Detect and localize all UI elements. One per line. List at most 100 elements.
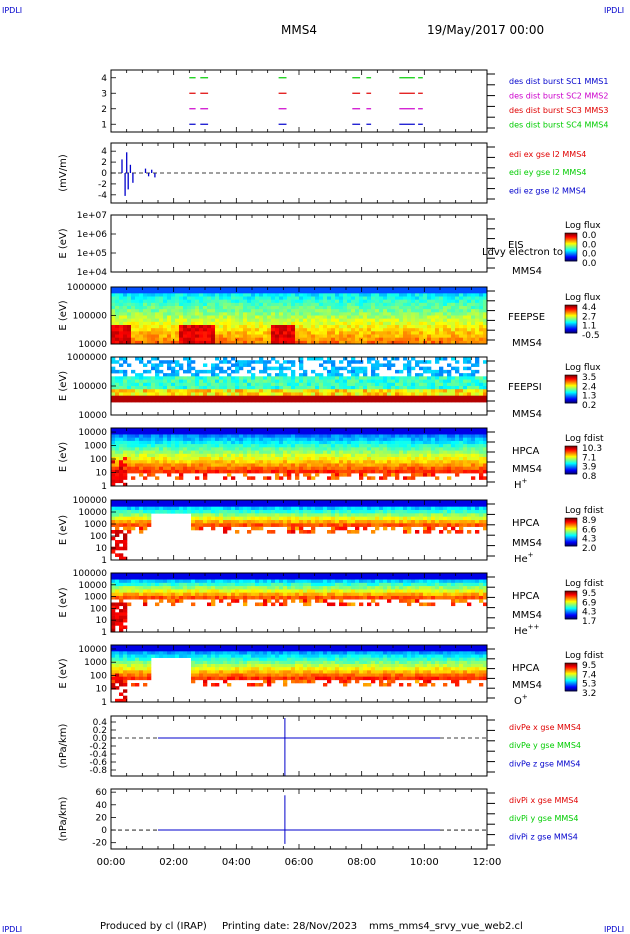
- heatmap-cell: [379, 315, 384, 319]
- heatmap-cell: [375, 315, 380, 319]
- heatmap-cell: [203, 453, 208, 458]
- heatmap-cell: [267, 392, 272, 396]
- heatmap-cell: [255, 453, 260, 458]
- heatmap-cell: [335, 460, 340, 464]
- heatmap-cell: [179, 510, 184, 514]
- heatmap-cell: [275, 463, 280, 467]
- heatmap-cell: [203, 325, 208, 329]
- heatmap-cell: [151, 328, 156, 332]
- heatmap-cell: [143, 290, 148, 294]
- heatmap-cell: [131, 469, 136, 474]
- heatmap-cell: [175, 437, 180, 442]
- heatmap-cell: [447, 395, 452, 400]
- heatmap-cell: [235, 463, 240, 467]
- heatmap-cell: [439, 469, 444, 474]
- heatmap-cell: [287, 447, 292, 451]
- heatmap-cell: [447, 287, 452, 291]
- heatmap-cell: [483, 360, 488, 364]
- heatmap-cell: [267, 466, 272, 471]
- colorbar-swatch: [565, 251, 577, 253]
- heatmap-cell: [403, 321, 408, 326]
- heatmap-cell: [115, 369, 120, 374]
- heatmap-cell: [235, 293, 240, 297]
- heatmap-cell: [215, 287, 220, 291]
- heatmap-cell: [223, 293, 228, 297]
- heatmap-cell: [315, 309, 320, 313]
- heatmap-cell: [307, 309, 312, 313]
- heatmap-cell: [343, 302, 348, 307]
- heatmap-cell: [455, 287, 460, 291]
- heatmap-cell: [155, 434, 160, 438]
- heatmap-cell: [327, 357, 332, 361]
- heatmap-cell: [419, 434, 424, 438]
- heatmap-cell: [395, 325, 400, 329]
- heatmap-cell: [139, 473, 144, 477]
- heatmap-cell: [207, 331, 212, 335]
- heatmap-cell: [471, 376, 476, 380]
- heatmap-cell: [175, 369, 180, 374]
- heatmap-cell: [271, 431, 276, 435]
- heatmap-cell: [411, 290, 416, 294]
- heatmap-cell: [435, 386, 440, 390]
- heatmap-cell: [119, 523, 124, 527]
- heatmap-cell: [435, 315, 440, 319]
- heatmap-cell: [171, 369, 176, 374]
- heatmap-cell: [367, 450, 372, 455]
- heatmap-cell: [123, 328, 128, 332]
- heatmap-cell: [479, 299, 484, 304]
- heatmap-cell: [271, 379, 276, 384]
- heatmap-cell: [123, 482, 128, 487]
- heatmap-cell: [151, 457, 156, 461]
- heatmap-cell: [275, 328, 280, 332]
- heatmap-cell: [395, 431, 400, 435]
- heatmap-cell: [151, 299, 156, 304]
- heatmap-cell: [255, 440, 260, 445]
- heatmap-cell: [299, 437, 304, 442]
- heatmap-cell: [443, 466, 448, 471]
- heatmap-cell: [143, 503, 148, 507]
- heatmap-cell: [231, 523, 236, 527]
- heatmap-cell: [247, 530, 252, 534]
- heatmap-cell: [111, 293, 116, 297]
- heatmap-cell: [435, 340, 440, 345]
- heatmap-cell: [363, 450, 368, 455]
- heatmap-cell: [127, 337, 132, 342]
- heatmap-cell: [375, 293, 380, 297]
- colorbar-swatch: [565, 463, 577, 465]
- heatmap-cell: [391, 309, 396, 313]
- heatmap-cell: [263, 469, 268, 474]
- heatmap-cell: [167, 312, 172, 316]
- heatmap-cell: [475, 453, 480, 458]
- heatmap-cell: [171, 293, 176, 297]
- heatmap-cell: [187, 290, 192, 294]
- heatmap-cell: [115, 328, 120, 332]
- heatmap-cell: [435, 398, 440, 403]
- heatmap-cell: [419, 379, 424, 384]
- heatmap-cell: [351, 450, 356, 455]
- colorbar-swatch: [565, 376, 577, 378]
- heatmap-cell: [239, 523, 244, 527]
- heatmap-cell: [259, 386, 264, 390]
- heatmap-cell: [447, 306, 452, 310]
- heatmap-cell: [231, 328, 236, 332]
- heatmap-cell: [463, 382, 468, 387]
- heatmap-cell: [215, 334, 220, 338]
- heatmap-cell: [215, 466, 220, 471]
- heatmap-cell: [195, 510, 200, 514]
- heatmap-cell: [367, 309, 372, 313]
- heatmap-cell: [259, 315, 264, 319]
- heatmap-cell: [467, 460, 472, 464]
- heatmap-cell: [419, 325, 424, 329]
- heatmap-cell: [427, 434, 432, 438]
- heatmap-cell: [467, 290, 472, 294]
- colorbar-swatch: [565, 239, 577, 241]
- heatmap-cell: [419, 431, 424, 435]
- heatmap-cell: [287, 392, 292, 396]
- heatmap-cell: [463, 312, 468, 316]
- heatmap-cell: [331, 386, 336, 390]
- heatmap-cell: [455, 398, 460, 403]
- heatmap-cell: [319, 469, 324, 474]
- heatmap-cell: [463, 321, 468, 326]
- heatmap-cell: [347, 376, 352, 380]
